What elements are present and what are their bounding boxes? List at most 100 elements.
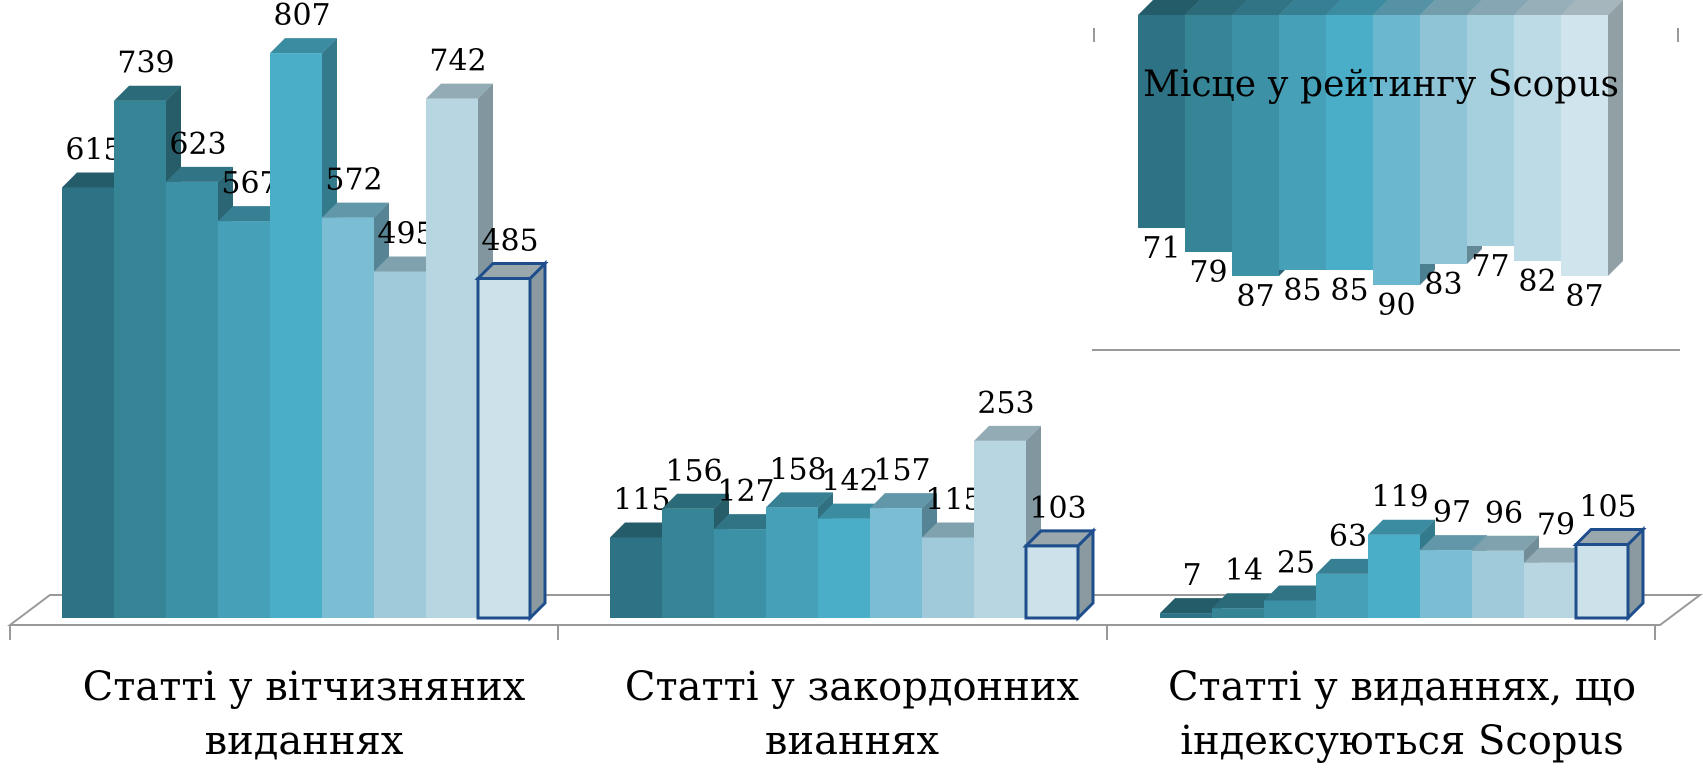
bar <box>270 53 322 619</box>
value-label: 115 <box>613 483 670 518</box>
bar <box>1420 550 1472 618</box>
bar-top <box>1185 0 1247 15</box>
bar <box>218 221 270 618</box>
bar <box>610 537 662 618</box>
bar <box>62 187 114 618</box>
bar-top <box>114 85 181 101</box>
bar-top <box>766 492 833 508</box>
bar <box>374 271 426 618</box>
bar <box>426 98 478 619</box>
bar-top <box>662 493 729 509</box>
bar <box>1279 15 1326 270</box>
value-label: 119 <box>1371 480 1428 515</box>
bar <box>1316 573 1368 618</box>
bar-top <box>1467 0 1529 15</box>
bar <box>1232 15 1279 276</box>
value-label: 742 <box>429 44 486 79</box>
value-label: 14 <box>1225 553 1263 588</box>
bar-side <box>1608 0 1623 276</box>
value-label: 77 <box>1471 249 1509 284</box>
bar-top <box>1212 593 1279 609</box>
value-label: 96 <box>1485 496 1523 531</box>
bar-top <box>922 522 989 538</box>
bar-top <box>1420 0 1482 15</box>
bar-top <box>270 38 337 54</box>
bar-top <box>1524 547 1591 563</box>
bar <box>922 537 974 618</box>
bar-top <box>1368 519 1435 535</box>
bar-top <box>1316 558 1383 574</box>
bar-top <box>1264 585 1331 601</box>
bar-top <box>1373 0 1435 15</box>
bar-top <box>818 503 885 519</box>
value-label: 85 <box>1283 273 1321 308</box>
bar <box>1472 550 1524 618</box>
value-label: 495 <box>377 217 434 252</box>
inset-title: Місце у рейтингу Scopus <box>1143 64 1619 105</box>
bar <box>1212 608 1264 618</box>
value-label: 623 <box>169 127 226 162</box>
bar-top <box>1279 0 1341 15</box>
bar-top <box>1420 535 1487 551</box>
bar <box>1264 600 1316 618</box>
bar <box>1160 613 1212 618</box>
value-label: 115 <box>925 483 982 518</box>
bar-top <box>426 83 493 99</box>
bar <box>766 507 818 618</box>
value-label: 83 <box>1424 267 1462 302</box>
value-label: 82 <box>1518 264 1556 299</box>
bar <box>1574 543 1630 620</box>
value-label: 158 <box>769 452 826 487</box>
value-label: 87 <box>1236 279 1274 314</box>
value-label: 90 <box>1377 288 1415 323</box>
bar-top <box>1561 0 1623 15</box>
value-label: 807 <box>273 0 330 33</box>
bar-top <box>1160 598 1227 614</box>
bar-top <box>62 172 129 188</box>
category-label: Статті у виданнях, що індексуються Scopu… <box>1167 664 1637 764</box>
value-label: 87 <box>1565 279 1603 314</box>
category-label: Статті у вітчизняних виданнях <box>82 664 526 764</box>
value-label: 572 <box>325 163 382 198</box>
value-label: 615 <box>65 133 122 168</box>
bar <box>714 529 766 618</box>
bar <box>322 217 374 618</box>
bar <box>870 508 922 618</box>
bar <box>662 508 714 618</box>
bar-side <box>528 259 547 622</box>
bar <box>476 277 532 620</box>
bar-top <box>714 514 781 530</box>
value-label: 253 <box>977 386 1034 421</box>
bar-top <box>218 206 285 222</box>
bar <box>114 100 166 618</box>
value-label: 156 <box>665 454 722 489</box>
value-label: 105 <box>1579 490 1636 525</box>
bar <box>974 440 1026 618</box>
value-label: 739 <box>117 46 174 81</box>
value-label: 63 <box>1329 519 1367 554</box>
bar <box>1368 534 1420 618</box>
value-label: 7 <box>1182 558 1201 593</box>
bar-top <box>974 425 1041 441</box>
bar <box>818 518 870 618</box>
value-label: 79 <box>1537 508 1575 543</box>
value-label: 103 <box>1029 491 1086 526</box>
bar-top <box>322 202 389 218</box>
bar <box>1420 15 1467 264</box>
value-label: 567 <box>221 166 278 201</box>
value-label: 25 <box>1277 546 1315 581</box>
bar <box>1185 15 1232 252</box>
bar <box>1514 15 1561 261</box>
bar <box>1326 15 1373 270</box>
value-label: 85 <box>1330 273 1368 308</box>
bar <box>1524 562 1576 618</box>
bar <box>1138 15 1185 228</box>
bar <box>1467 15 1514 246</box>
bar <box>1561 15 1608 276</box>
bar-top <box>1326 0 1388 15</box>
value-label: 142 <box>821 464 878 499</box>
bar-top <box>1232 0 1294 15</box>
bar-top <box>610 522 677 538</box>
